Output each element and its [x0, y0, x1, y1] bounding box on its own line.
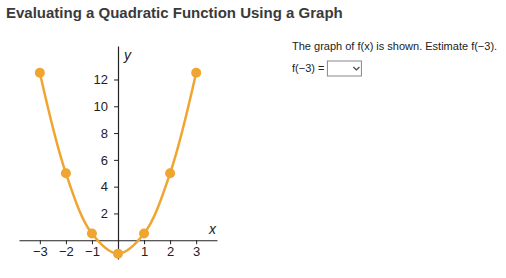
y-axis: 2 4 6 8 10 12 — [94, 47, 119, 260]
point — [165, 168, 175, 178]
question: The graph of f(x) is shown. Estimate f(−… — [292, 40, 497, 52]
y-tick-mark — [114, 79, 118, 80]
x-tick: 1 — [141, 240, 148, 259]
y-tick-label: 6 — [101, 153, 108, 168]
y-tick-mark — [114, 106, 118, 107]
x-tick: −1 — [85, 240, 100, 259]
x-tick-label: 2 — [167, 244, 174, 259]
y-tick: 12 — [94, 72, 118, 87]
point — [139, 229, 149, 239]
y-tick-label: 8 — [101, 126, 108, 141]
x-tick-label: −3 — [33, 244, 48, 259]
x-tick-label: 1 — [141, 244, 148, 259]
y-tick-label: 12 — [94, 72, 108, 87]
y-tick-mark — [114, 213, 118, 214]
answer-prompt: f(−3) = — [292, 62, 324, 74]
y-tick-mark — [114, 187, 118, 188]
x-tick-label: −2 — [59, 244, 74, 259]
curve — [40, 73, 196, 254]
y-axis-line — [118, 47, 119, 260]
x-tick: −2 — [59, 240, 74, 259]
x-axis-label: x — [208, 221, 217, 237]
point — [191, 68, 201, 78]
y-tick-label: 2 — [101, 206, 108, 221]
x-tick: 2 — [167, 240, 174, 259]
chart: Evaluating a Quadratic Function Using a … — [0, 0, 506, 278]
y-tick-mark — [114, 133, 118, 134]
y-tick-mark — [114, 160, 118, 161]
y-tick: 4 — [101, 179, 118, 194]
y-tick: 10 — [94, 99, 118, 114]
y-tick-label: 10 — [94, 99, 108, 114]
y-tick-label: 4 — [101, 179, 108, 194]
point — [35, 68, 45, 78]
x-tick: −3 — [33, 240, 48, 259]
y-tick: 8 — [101, 126, 118, 141]
point — [61, 168, 71, 178]
x-tick-label: 3 — [193, 244, 200, 259]
x-tick: 3 — [193, 240, 200, 259]
point — [87, 229, 97, 239]
x-tick-label: −1 — [85, 244, 100, 259]
y-tick: 6 — [101, 153, 118, 168]
y-axis-label: y — [123, 47, 132, 63]
answer-dropdown[interactable] — [327, 61, 361, 76]
point — [113, 249, 123, 259]
title: Evaluating a Quadratic Function Using a … — [6, 4, 343, 21]
plot-area — [35, 68, 201, 259]
dropdown-chevron — [353, 67, 359, 70]
y-tick: 2 — [101, 206, 118, 221]
